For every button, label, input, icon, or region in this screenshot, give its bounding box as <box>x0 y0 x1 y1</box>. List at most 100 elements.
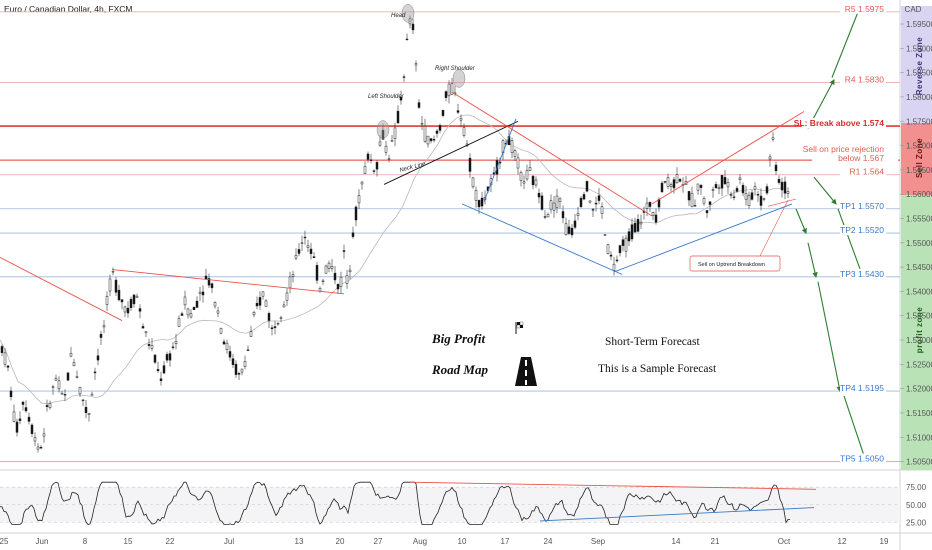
candle-body <box>126 307 130 314</box>
candle-body <box>81 399 85 401</box>
candle-body <box>543 216 547 218</box>
candle-body <box>558 198 562 202</box>
sma-line <box>0 114 787 405</box>
candle-body <box>711 189 715 191</box>
candle-body <box>456 110 460 113</box>
time-axis: 25 Jun 8 15 22 Jul 13 20 27 Aug 10 17 24 Sep 14 21 Oct 12… <box>0 537 889 546</box>
level-label-r1: R1 1.564 <box>850 167 885 177</box>
candle-body <box>321 280 325 282</box>
flag-line <box>483 118 517 202</box>
candle-body <box>402 76 406 78</box>
candle-body <box>231 358 235 365</box>
level-label-tp1: TP1 1.5570 <box>840 201 884 211</box>
time-tick-label: Aug <box>413 537 427 546</box>
osc-resistance-line <box>409 481 817 490</box>
time-tick-label: 15 <box>124 537 133 546</box>
level-label-bg <box>840 268 886 279</box>
peak-highlight <box>401 4 415 23</box>
candle-body <box>396 110 400 124</box>
candle-body <box>180 313 184 316</box>
candle-body <box>6 365 10 368</box>
candle-body <box>699 185 703 188</box>
candle-body <box>759 195 763 206</box>
arrow-to-r5 <box>831 5 861 78</box>
candle-body <box>123 306 127 313</box>
road-icon <box>515 357 537 386</box>
peak-highlight <box>452 69 466 88</box>
time-tick-label: 8 <box>83 537 88 546</box>
candle-body <box>12 411 16 422</box>
candle-body <box>477 200 481 208</box>
candle-body <box>108 278 112 292</box>
candle-body <box>621 239 625 246</box>
candle-body <box>99 334 103 338</box>
candle-body <box>564 223 568 235</box>
candle-body <box>261 291 265 297</box>
candle-body <box>765 186 769 194</box>
candle-body <box>354 206 358 221</box>
time-tick-label: Oct <box>778 537 791 546</box>
candle-body <box>45 405 49 407</box>
candle-body <box>69 353 73 357</box>
candle-body <box>249 331 253 337</box>
candle-body <box>192 306 196 311</box>
candle-body <box>90 393 94 396</box>
arrow-to-tp3-short <box>807 242 818 278</box>
candle-body <box>687 191 691 201</box>
time-tick-label: 13 <box>295 537 304 546</box>
candle-body <box>615 259 619 262</box>
level-label-bg <box>840 166 886 177</box>
candle-body <box>237 373 241 375</box>
candle-body <box>276 323 280 325</box>
currency-label: CAD <box>905 5 922 14</box>
candle-body <box>24 407 28 412</box>
candle-body <box>207 278 211 286</box>
candle-body <box>618 245 622 254</box>
candle-body <box>546 213 550 218</box>
candle-body <box>462 127 466 136</box>
candle-body <box>153 354 157 363</box>
candle-body <box>141 326 145 329</box>
price-tick-label: 1.55500 <box>906 214 932 223</box>
candle-body <box>240 368 244 373</box>
candle-body <box>393 127 397 139</box>
big-profit-text: Big Profit <box>431 331 485 346</box>
candle-body <box>435 130 439 134</box>
candle-body <box>9 390 13 398</box>
time-tick-label: 24 <box>544 537 553 546</box>
candle-body <box>75 376 79 378</box>
candle-body <box>27 416 31 422</box>
level-label-tp3: TP3 1.5430 <box>840 269 884 279</box>
arrow-to-tp2 <box>795 208 807 235</box>
reverse-zone-label: Reverse Zone <box>915 37 924 96</box>
arrow-to-tp3 <box>837 208 864 276</box>
candle-body <box>198 291 202 294</box>
candle-body <box>288 276 292 289</box>
price-tick-label: 1.59500 <box>906 20 932 29</box>
moving-average <box>0 114 787 405</box>
candle-body <box>756 194 760 196</box>
downtrend-line-1 <box>0 256 123 321</box>
candle-body <box>243 361 247 367</box>
price-tick-label: 1.52500 <box>906 360 932 369</box>
time-tick-label: 12 <box>838 537 847 546</box>
candle-body <box>447 83 451 97</box>
candle-body <box>255 302 259 307</box>
candle-body <box>264 300 268 307</box>
breakdown-callout-pointer <box>759 199 789 257</box>
candle-body <box>225 342 229 351</box>
candle-body <box>768 156 772 160</box>
candle-body <box>252 312 256 316</box>
time-tick-label: 20 <box>336 537 345 546</box>
candle-body <box>783 181 787 194</box>
candle-body <box>339 276 343 287</box>
candle-body <box>774 164 778 172</box>
price-tick-label: 1.54500 <box>906 263 932 272</box>
candle-body <box>633 222 637 233</box>
chart-title: Euro / Canadian Dollar, 4h, FXCM <box>4 4 133 14</box>
candle-body <box>333 272 337 281</box>
candle-body <box>300 242 304 244</box>
price-tick-label: 1.51500 <box>906 409 932 418</box>
candle-body <box>63 394 67 396</box>
